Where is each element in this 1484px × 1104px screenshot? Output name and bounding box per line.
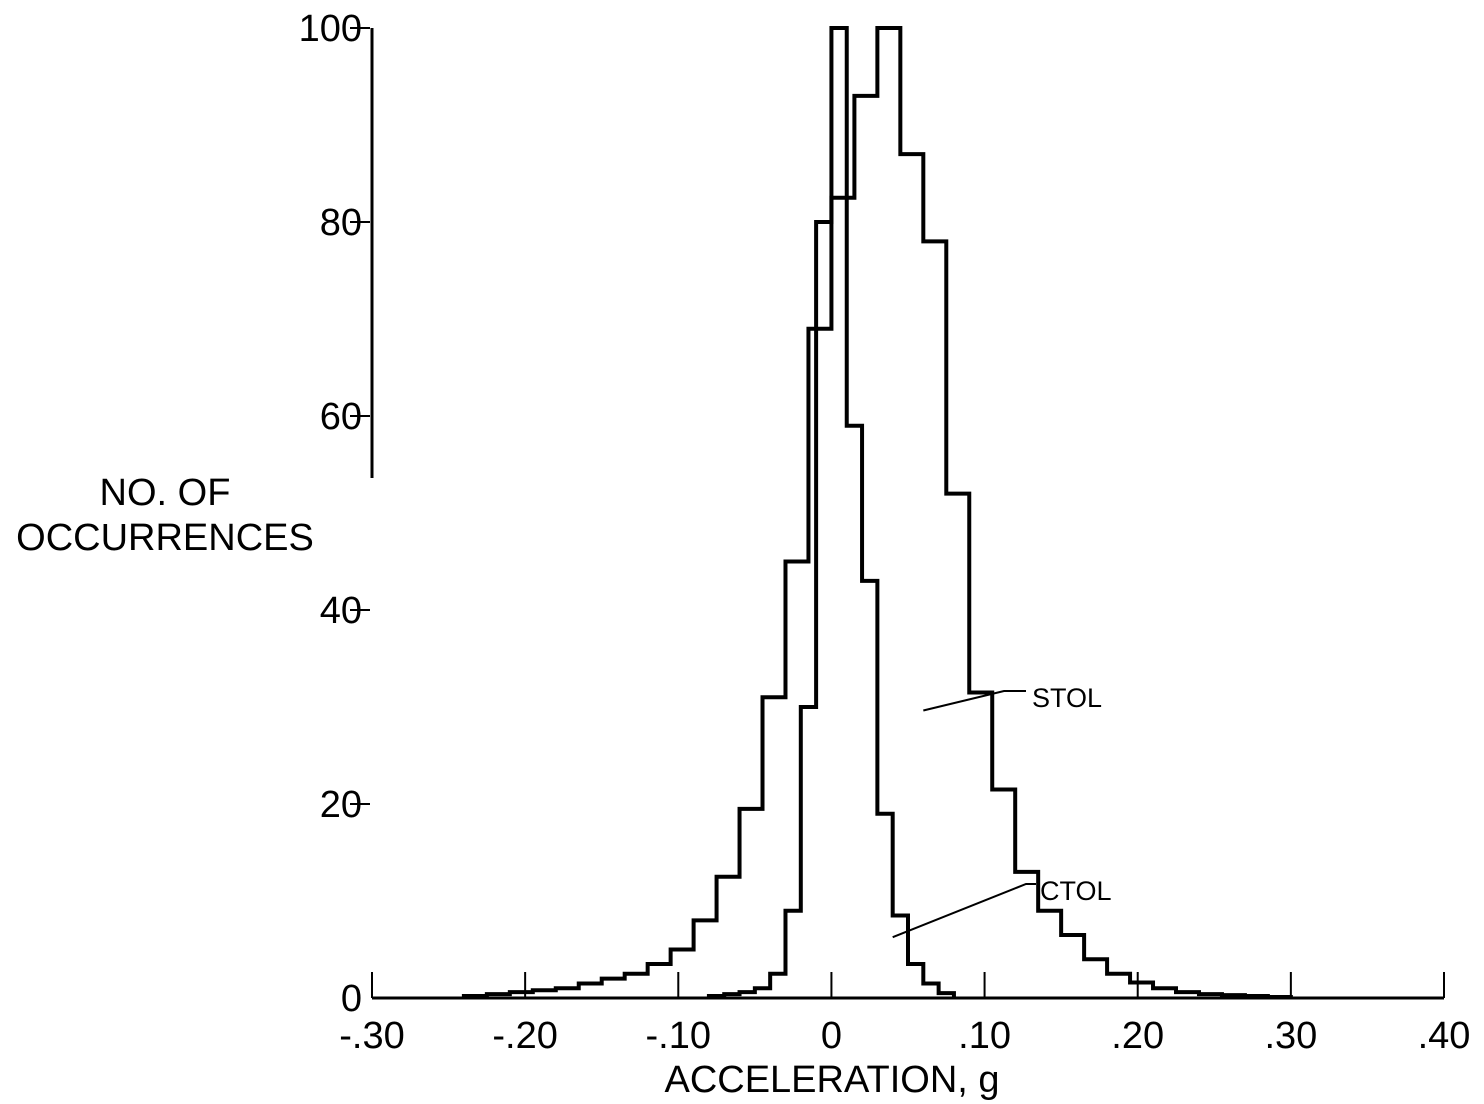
x-tick-label: .30 <box>1264 1015 1317 1057</box>
x-axis-title: ACCELERATION, g <box>664 1059 999 1101</box>
x-tick-label: .40 <box>1418 1015 1471 1057</box>
axes <box>370 28 1444 1000</box>
x-tick-label: .20 <box>1111 1015 1164 1057</box>
x-tick-label: 0 <box>821 1015 842 1057</box>
y-tick-label: 100 <box>299 8 362 50</box>
series-ctol-line <box>706 26 956 999</box>
x-tick-label: -.20 <box>492 1015 557 1057</box>
x-axis-ticks: -.30 -.20 -.10 0 .10 .20 .30 .40 <box>339 972 1470 1057</box>
stol-leader-line <box>923 690 1026 712</box>
y-axis-title-line-2: OCCURRENCES <box>16 517 314 559</box>
y-tick-label: 60 <box>320 396 362 438</box>
y-tick-label: 40 <box>320 590 362 632</box>
stol-series-label: STOL <box>1032 683 1102 713</box>
y-tick-label: 80 <box>320 202 362 244</box>
y-axis-title-line-1: NO. OF <box>100 472 231 514</box>
ctol-series-label: CTOL <box>1040 876 1112 906</box>
y-tick-label: 20 <box>320 784 362 826</box>
x-tick-label: .10 <box>958 1015 1011 1057</box>
x-tick-label: -.10 <box>646 1015 711 1057</box>
series-layer <box>461 26 1293 1000</box>
x-tick-label: -.30 <box>339 1015 404 1057</box>
annotation-layer: STOL CTOL <box>892 683 1112 939</box>
y-axis-ticks: 0 20 40 60 80 100 <box>299 8 370 1020</box>
series-stol-line <box>461 26 1293 1000</box>
y-tick-label: 0 <box>341 978 362 1020</box>
ctol-leader-line <box>892 883 1036 939</box>
